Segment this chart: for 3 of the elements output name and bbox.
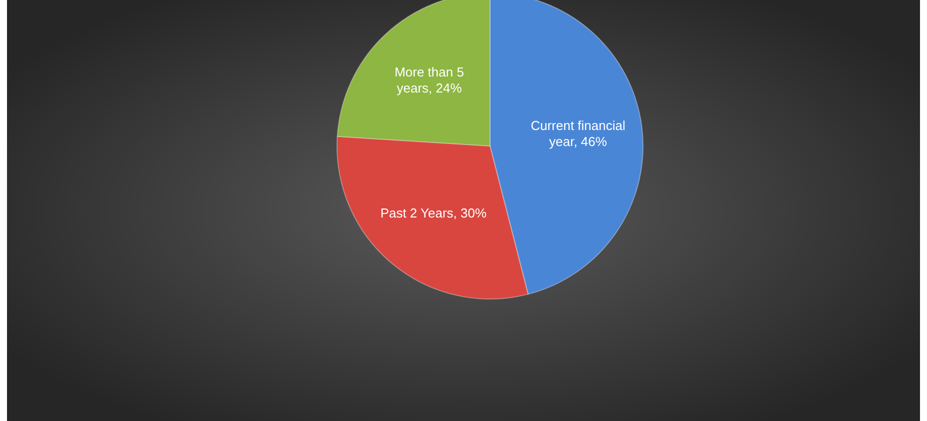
slice-label: Current financial year, 46%: [530, 118, 626, 150]
slice-label: More than 5 years, 24%: [394, 64, 464, 96]
slice-label: Past 2 Years, 30%: [380, 206, 487, 221]
